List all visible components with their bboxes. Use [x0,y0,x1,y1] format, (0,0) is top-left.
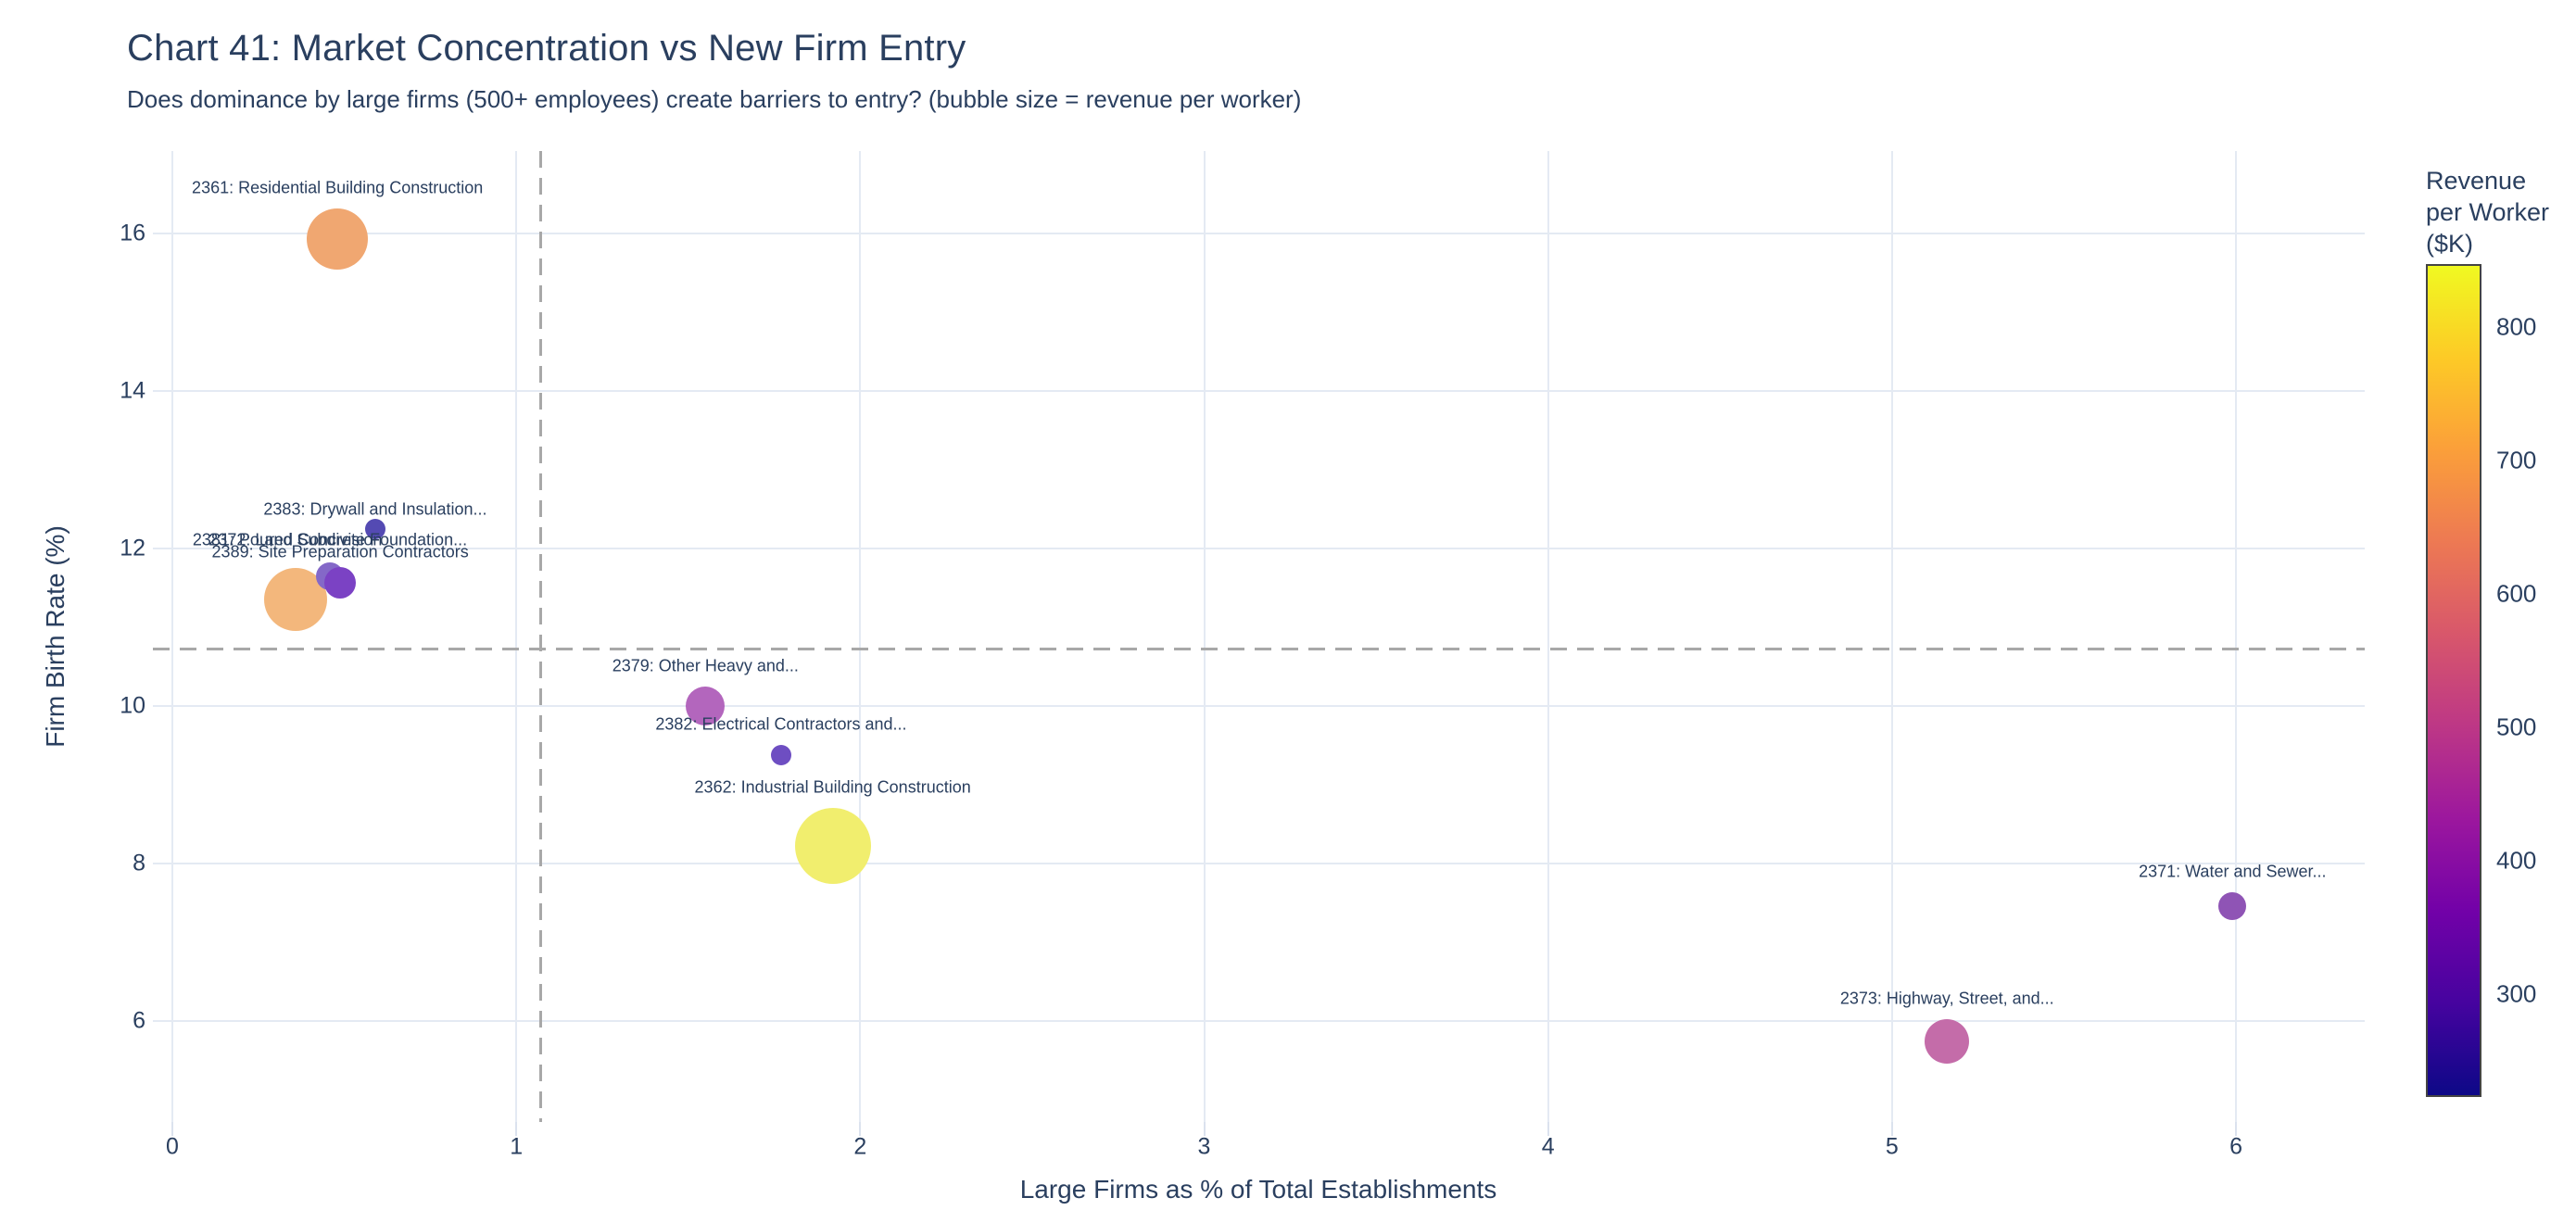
bubble-2379[interactable] [686,687,726,725]
x-tick-mark [859,1122,862,1136]
x-tick-mark [515,1122,518,1136]
x-tick-label: 6 [2229,1133,2242,1160]
y-tick-label: 10 [120,692,145,719]
reference-hline [153,647,2365,650]
x-tick-label: 3 [1197,1133,1211,1160]
x-tick-mark [171,1122,173,1136]
x-gridline [1890,151,1893,1122]
x-gridline [171,151,173,1122]
x-axis-title: Large Firms as % of Total Establishments [1019,1175,1497,1204]
bubble-label: 2372: Land Subdivision [208,530,383,549]
x-gridline [859,151,862,1122]
bubble-2382[interactable] [770,744,791,765]
bubble-label: 2373: Highway, Street, and... [1839,989,2054,1008]
x-tick-label: 0 [166,1133,179,1160]
y-axis-title: Firm Birth Rate (%) [41,525,69,748]
colorbar-tick-label: 700 [2496,446,2537,474]
bubble-label: 2382: Electrical Contractors and... [655,714,907,734]
bubble-2361[interactable] [307,208,369,270]
y-gridline [153,1020,2365,1022]
y-gridline [153,863,2365,864]
y-gridline [153,548,2365,549]
x-gridline [2235,151,2238,1122]
chart-subtitle: Does dominance by large firms (500+ empl… [127,85,1302,113]
bubble-label: 2389: Site Preparation Contractors [211,542,469,561]
colorbar-title-line: ($K) [2426,230,2474,258]
bubble-2383[interactable] [364,518,385,539]
y-tick-label: 6 [133,1007,145,1034]
y-tick-label: 14 [120,377,145,404]
chart-title: Chart 41: Market Concentration vs New Fi… [127,28,966,69]
colorbar-tick-label: 300 [2496,979,2537,1008]
x-gridline [1203,151,1206,1122]
colorbar-tick-label: 800 [2496,312,2537,341]
reference-vline [539,151,543,1122]
x-tick-label: 4 [1541,1133,1555,1160]
x-tick-label: 2 [853,1133,867,1160]
colorbar-title-line: Revenue [2426,167,2527,195]
bubble-label: 2379: Other Heavy and... [612,656,799,675]
colorbar-tick-label: 500 [2496,712,2537,741]
y-gridline [153,705,2365,707]
x-tick-label: 5 [1885,1133,1899,1160]
bubble-2371[interactable] [2218,891,2247,920]
y-tick-label: 12 [120,535,145,561]
bubble-label: 2361: Residential Building Construction [192,178,484,197]
bubble-label: 2362: Industrial Building Construction [694,777,971,797]
bubble-label: 2383: Drywall and Insulation... [263,499,487,519]
bubble-label: 2381: Poured Concrete Foundation... [192,530,468,549]
x-tick-mark [2235,1122,2238,1136]
bubble-2389[interactable] [324,567,357,599]
y-tick-label: 16 [120,220,145,246]
x-gridline [515,151,518,1122]
y-tick-label: 8 [133,850,145,876]
bubble-2373[interactable] [1925,1019,1970,1065]
y-gridline [153,390,2365,392]
x-tick-mark [1547,1122,1549,1136]
x-gridline [1547,151,1549,1122]
colorbar-title-line: per Worker [2426,198,2550,226]
colorbar-gradient [2426,264,2481,1097]
bubble-2362[interactable] [794,808,871,885]
x-tick-mark [1890,1122,1893,1136]
y-gridline [153,233,2365,234]
x-tick-mark [1203,1122,1206,1136]
bubble-label: 2371: Water and Sewer... [2139,862,2327,881]
colorbar-tick-label: 400 [2496,846,2537,875]
colorbar-tick-label: 600 [2496,579,2537,608]
x-tick-label: 1 [510,1133,524,1160]
colorbar-title: Revenue per Worker ($K) [2426,165,2549,259]
